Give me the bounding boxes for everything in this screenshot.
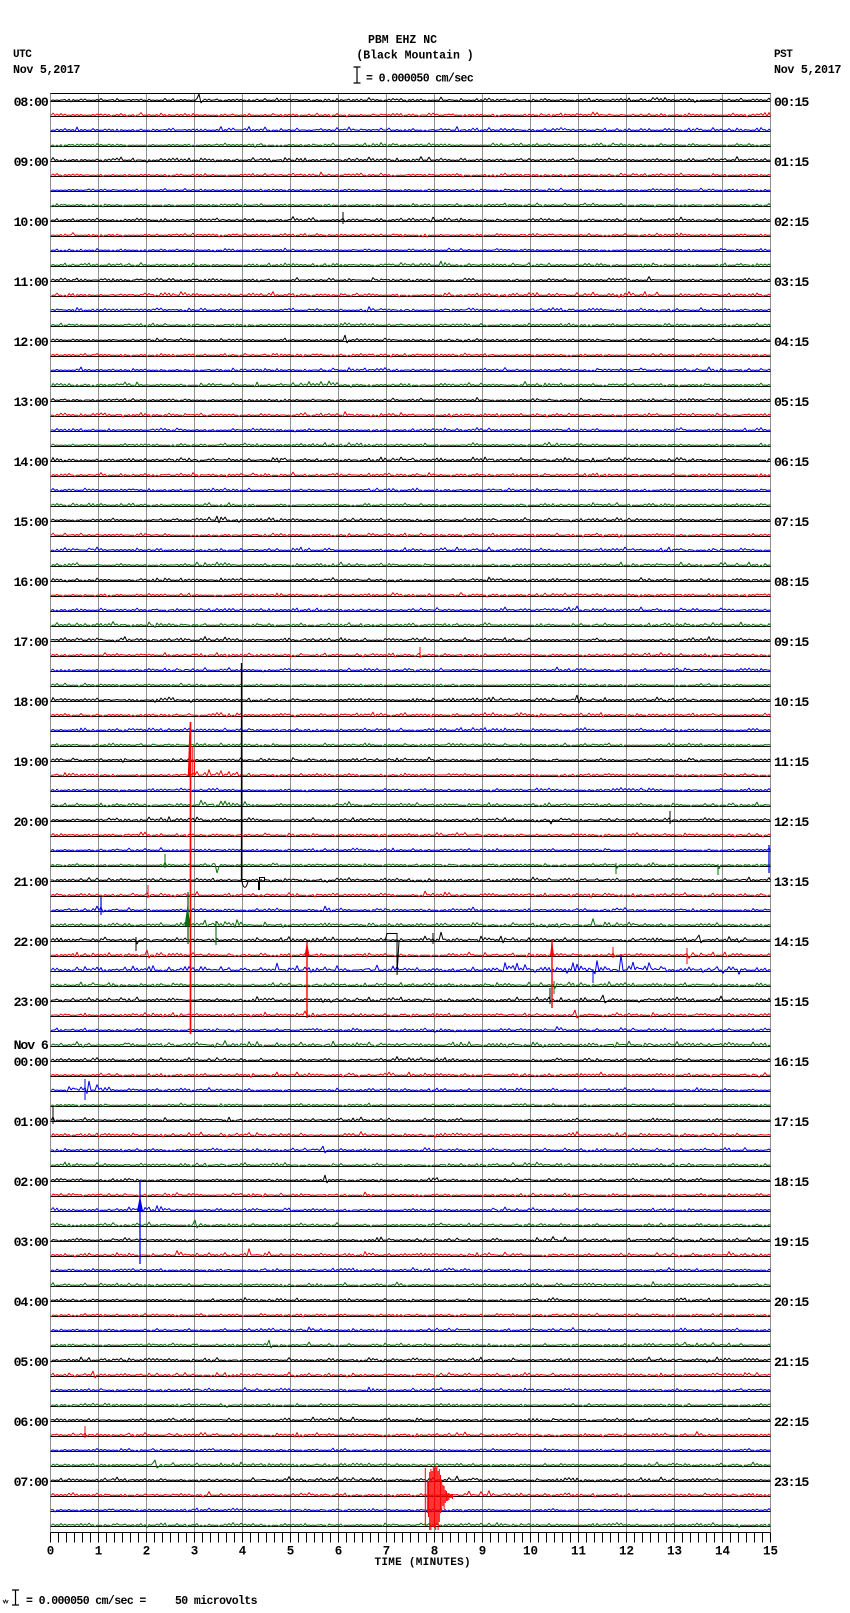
svg-text:22:00: 22:00: [14, 935, 49, 950]
svg-text:18:00: 18:00: [14, 695, 49, 710]
svg-text:15:00: 15:00: [14, 515, 49, 530]
svg-text:14:15: 14:15: [774, 935, 809, 950]
svg-text:6: 6: [335, 1545, 343, 1559]
svg-text:13:00: 13:00: [14, 395, 49, 410]
svg-text:12:00: 12:00: [14, 335, 49, 350]
svg-text:23:00: 23:00: [14, 995, 49, 1010]
svg-text:14: 14: [715, 1545, 731, 1559]
svg-text:21:15: 21:15: [774, 1355, 809, 1370]
svg-text:Nov 6: Nov 6: [14, 1038, 49, 1053]
svg-text:0: 0: [47, 1545, 55, 1559]
svg-text:06:00: 06:00: [14, 1415, 49, 1430]
svg-text:4: 4: [239, 1545, 247, 1559]
svg-text:09:15: 09:15: [774, 635, 809, 650]
svg-text:14:00: 14:00: [14, 455, 49, 470]
svg-text:00:15: 00:15: [774, 95, 809, 110]
svg-text:02:00: 02:00: [14, 1175, 49, 1190]
svg-text:Nov 5,2017: Nov 5,2017: [774, 63, 841, 77]
svg-text:02:15: 02:15: [774, 215, 809, 230]
svg-text:10:00: 10:00: [14, 215, 49, 230]
svg-text:15: 15: [763, 1545, 778, 1559]
svg-text:09:00: 09:00: [14, 155, 49, 170]
svg-text:9: 9: [479, 1545, 487, 1559]
svg-text:PST: PST: [774, 49, 793, 61]
svg-text:3: 3: [191, 1545, 199, 1559]
svg-text:20:15: 20:15: [774, 1295, 809, 1310]
svg-text:00:00: 00:00: [14, 1055, 49, 1070]
svg-text:PBM EHZ NC: PBM EHZ NC: [368, 34, 437, 47]
svg-text:03:00: 03:00: [14, 1235, 49, 1250]
svg-text:05:15: 05:15: [774, 395, 809, 410]
svg-text:UTC: UTC: [13, 49, 32, 61]
svg-text:08:15: 08:15: [774, 575, 809, 590]
svg-text:Nov 5,2017: Nov 5,2017: [13, 63, 80, 77]
svg-text:06:15: 06:15: [774, 455, 809, 470]
svg-text:03:15: 03:15: [774, 275, 809, 290]
svg-text:11: 11: [571, 1545, 586, 1559]
svg-text:17:15: 17:15: [774, 1115, 809, 1130]
svg-text:11:15: 11:15: [774, 755, 809, 770]
svg-text:22:15: 22:15: [774, 1415, 809, 1430]
svg-text:7: 7: [383, 1545, 391, 1559]
svg-text:16:00: 16:00: [14, 575, 49, 590]
svg-text:13:15: 13:15: [774, 875, 809, 890]
svg-text:10:15: 10:15: [774, 695, 809, 710]
svg-text:19:00: 19:00: [14, 755, 49, 770]
svg-text:5: 5: [287, 1545, 295, 1559]
svg-text:08:00: 08:00: [14, 95, 49, 110]
svg-text:04:00: 04:00: [14, 1295, 49, 1310]
svg-text:17:00: 17:00: [14, 635, 49, 650]
svg-text:= 0.000050 cm/sec =: = 0.000050 cm/sec =: [26, 1595, 146, 1608]
svg-text:13: 13: [667, 1545, 682, 1559]
svg-text:10: 10: [523, 1545, 538, 1559]
svg-text:2: 2: [143, 1545, 151, 1559]
svg-text:20:00: 20:00: [14, 815, 49, 830]
svg-text:12: 12: [619, 1545, 634, 1559]
svg-text:01:00: 01:00: [14, 1115, 49, 1130]
svg-text:18:15: 18:15: [774, 1175, 809, 1190]
svg-text:50 microvolts: 50 microvolts: [175, 1595, 258, 1608]
svg-text:TIME (MINUTES): TIME (MINUTES): [375, 1557, 471, 1569]
svg-text:1: 1: [95, 1545, 103, 1559]
svg-text:(Black Mountain ): (Black Mountain ): [356, 50, 473, 63]
svg-text:04:15: 04:15: [774, 335, 809, 350]
svg-text:19:15: 19:15: [774, 1235, 809, 1250]
svg-text:21:00: 21:00: [14, 875, 49, 890]
svg-text:16:15: 16:15: [774, 1055, 809, 1070]
svg-text:05:00: 05:00: [14, 1355, 49, 1370]
svg-text:= 0.000050 cm/sec: = 0.000050 cm/sec: [366, 73, 474, 86]
svg-text:8: 8: [431, 1545, 439, 1559]
svg-text:11:00: 11:00: [14, 275, 49, 290]
svg-text:01:15: 01:15: [774, 155, 809, 170]
svg-text:23:15: 23:15: [774, 1475, 809, 1490]
svg-text:07:00: 07:00: [14, 1475, 49, 1490]
svg-text:15:15: 15:15: [774, 995, 809, 1010]
svg-text:07:15: 07:15: [774, 515, 809, 530]
svg-text:12:15: 12:15: [774, 815, 809, 830]
